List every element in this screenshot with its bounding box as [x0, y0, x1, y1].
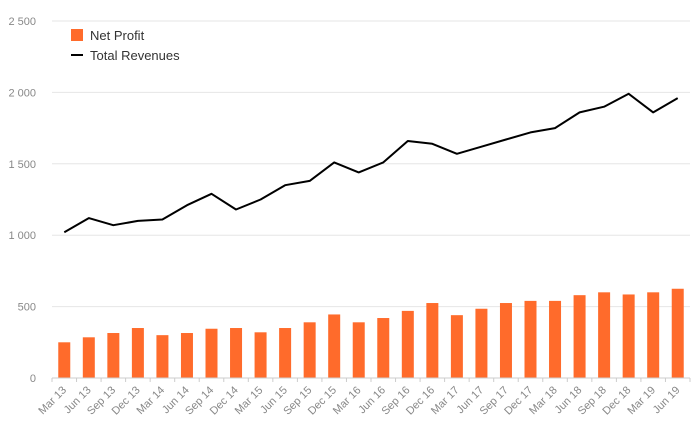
- legend-label-net-profit: Net Profit: [90, 28, 145, 43]
- net-profit-bar: [647, 292, 659, 378]
- net-profit-bar: [525, 301, 537, 378]
- net-profit-bar: [230, 328, 242, 378]
- y-tick-label: 1 000: [8, 230, 36, 242]
- x-tick-label: Mar 13: [36, 384, 69, 417]
- y-tick-label: 1 500: [8, 159, 36, 171]
- net-profit-bar: [255, 332, 267, 378]
- net-profit-bar: [377, 318, 389, 378]
- net-profit-bar: [328, 314, 340, 378]
- x-tick-label: Mar 19: [625, 384, 658, 417]
- y-tick-label: 2 000: [8, 87, 36, 99]
- x-tick-label: Mar 16: [331, 384, 364, 417]
- net-profit-bar: [598, 292, 610, 378]
- total-revenues-line: [64, 94, 678, 233]
- net-profit-bar: [549, 301, 561, 378]
- y-tick-label: 500: [18, 302, 36, 314]
- net-profit-bars: [58, 289, 683, 378]
- gridlines: [52, 21, 690, 307]
- net-profit-bar: [500, 303, 512, 378]
- legend-label-total-revenues: Total Revenues: [90, 48, 180, 63]
- y-tick-label: 0: [30, 373, 36, 385]
- net-profit-bar: [574, 295, 586, 378]
- net-profit-bar: [279, 328, 291, 378]
- net-profit-bar: [83, 337, 95, 378]
- net-profit-bar: [206, 329, 218, 378]
- net-profit-bar: [475, 309, 487, 378]
- net-profit-bar: [304, 322, 316, 378]
- net-profit-bar: [672, 289, 684, 378]
- net-profit-bar: [451, 315, 463, 378]
- net-profit-bar: [107, 333, 119, 378]
- total-revenues-polyline: [64, 94, 677, 233]
- y-tick-label: 2 500: [8, 16, 36, 28]
- net-profit-bar: [156, 335, 168, 378]
- net-profit-bar: [623, 294, 635, 378]
- net-profit-bar: [353, 322, 365, 378]
- x-tick-label: Jun 19: [651, 384, 683, 416]
- net-profit-bar: [402, 311, 414, 378]
- net-profit-bar: [132, 328, 144, 378]
- x-tick-label: Mar 14: [135, 384, 168, 417]
- net-profit-bar: [58, 342, 70, 378]
- net-profit-bar: [181, 333, 193, 378]
- x-tick-label: Mar 15: [233, 384, 266, 417]
- net-profit-bar: [426, 303, 438, 378]
- legend-swatch-net-profit: [71, 29, 83, 41]
- x-tick-label: Mar 17: [429, 384, 462, 417]
- x-tick-label: Mar 18: [527, 384, 560, 417]
- legend: Net Profit Total Revenues: [71, 28, 180, 63]
